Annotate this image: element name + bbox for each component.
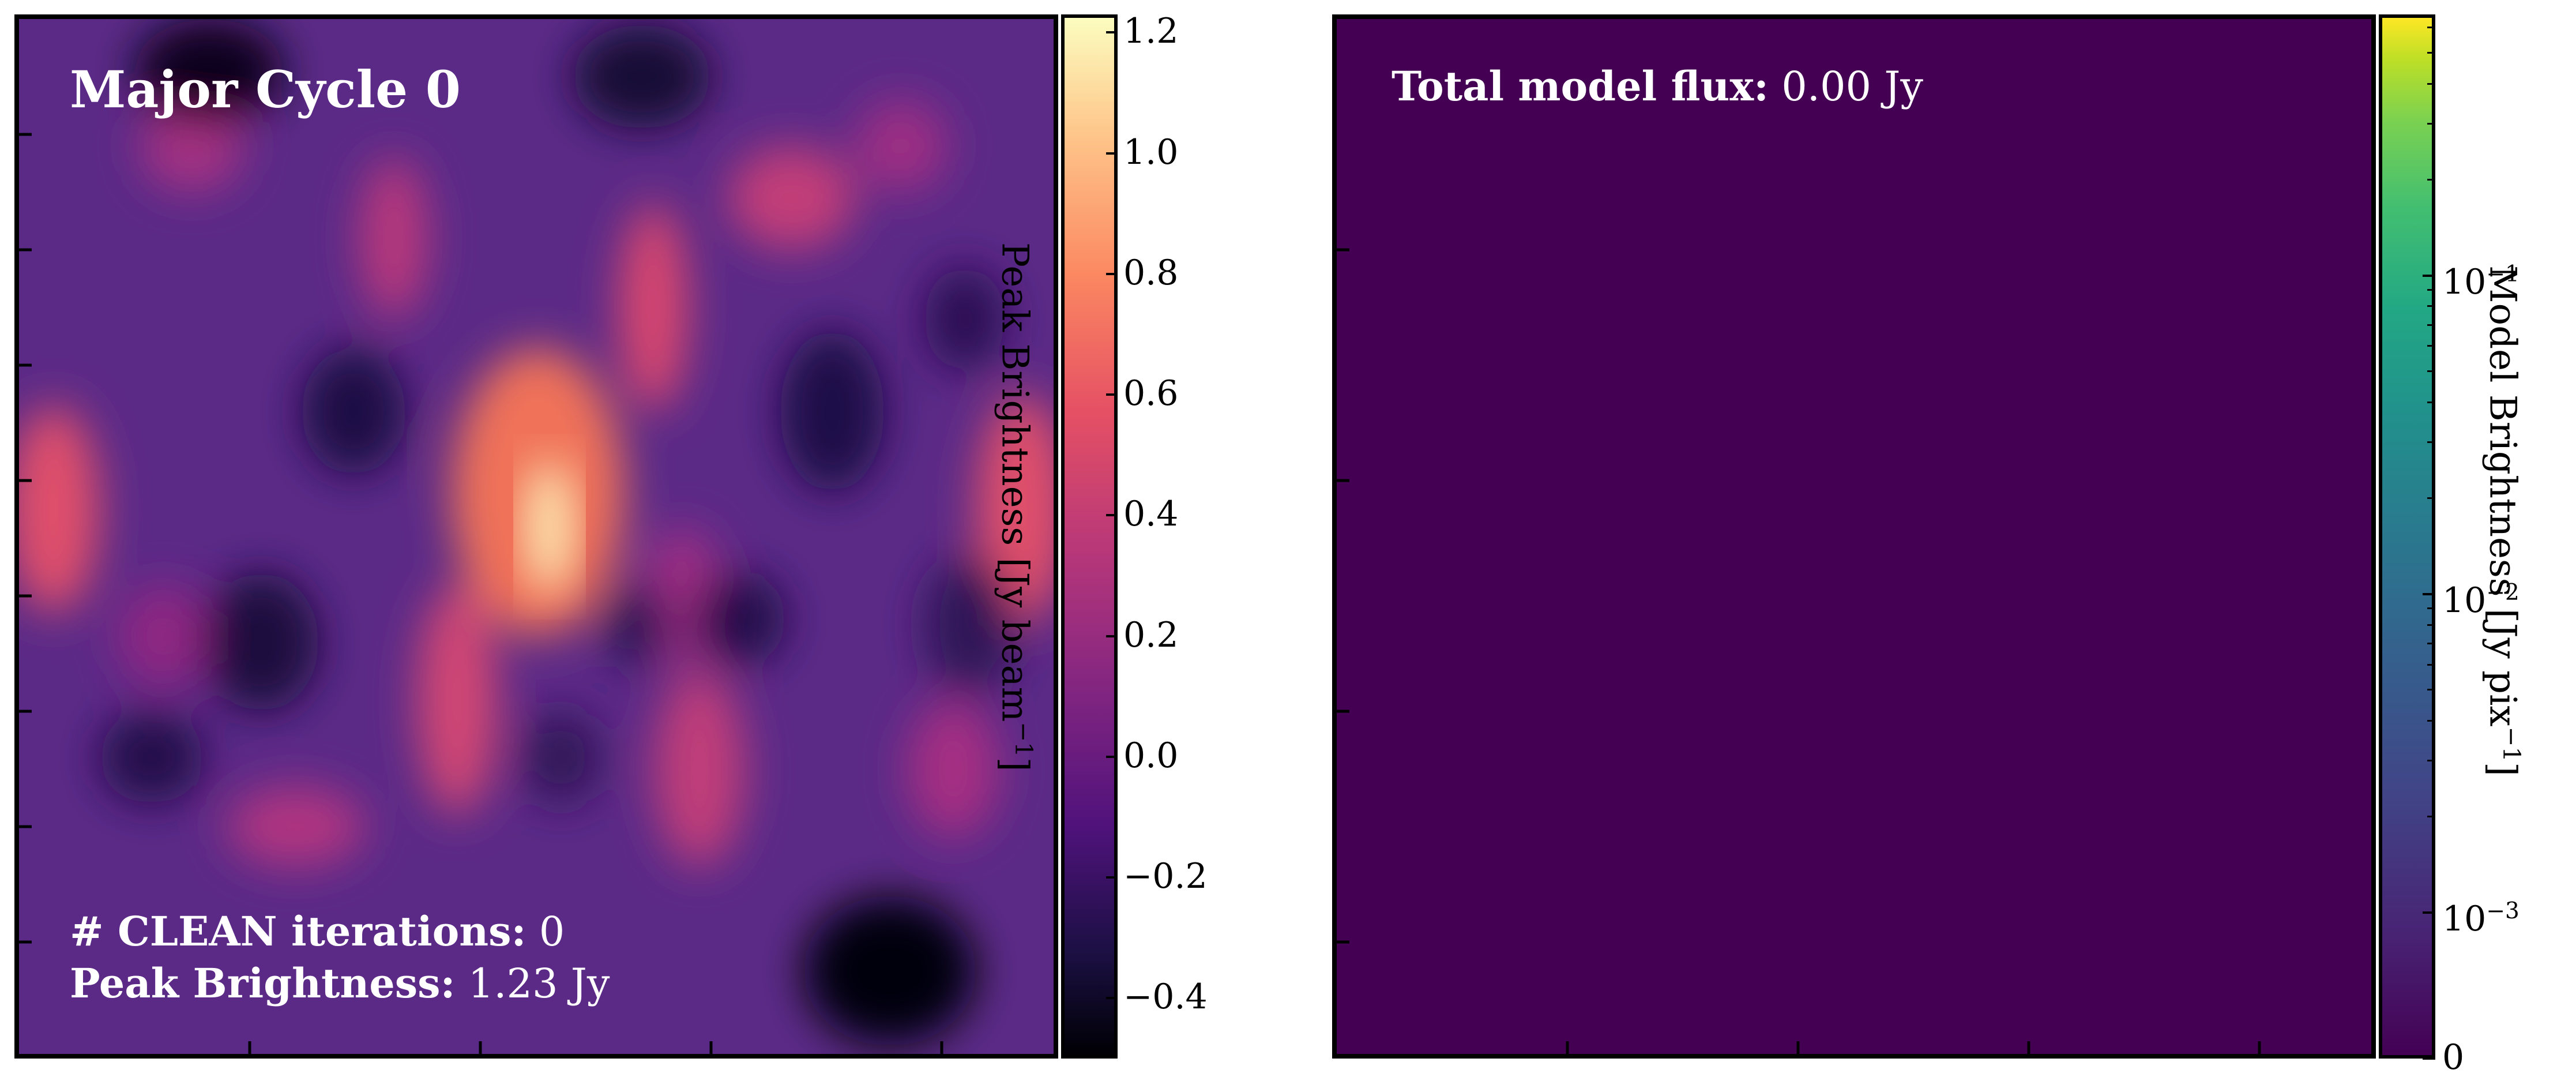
- colorbar-tick-mark: [1106, 31, 1118, 34]
- colorbar-tick-label: 10−2: [2442, 579, 2519, 621]
- total-model-flux-label: Total model flux:: [1392, 62, 1769, 110]
- colorbar-minor-tick: [2427, 642, 2435, 644]
- colorbar-tick-mark: [1106, 514, 1118, 517]
- colorbar-tick-mark: [1106, 635, 1118, 637]
- major-cycle-title: Major Cycle 0: [70, 59, 461, 119]
- model-image-heatmap: [1337, 19, 2371, 1054]
- colorbar-minor-tick: [2427, 52, 2435, 54]
- peak-source: [524, 460, 576, 593]
- colorbar-minor-tick: [2427, 689, 2435, 691]
- colorbar-tick-label: 10−3: [2442, 898, 2519, 939]
- colorbar-minor-tick: [2427, 719, 2435, 722]
- colorbar-tick-mark: [2423, 592, 2435, 595]
- model-brightness-colorbar-label: Model Brightness [Jy pix−1]: [2481, 265, 2526, 776]
- colorbar-minor-tick: [2427, 815, 2435, 817]
- colorbar-tick-label: 0.6: [1123, 373, 1179, 414]
- colorbar-minor-tick: [2427, 441, 2435, 443]
- colorbar-tick-mark: [1106, 755, 1118, 758]
- colorbar-tick-mark: [1106, 393, 1118, 396]
- model-brightness-colorbar: [2379, 14, 2435, 1059]
- colorbar-minor-tick: [2427, 122, 2435, 125]
- colorbar-tick-mark: [2423, 911, 2435, 914]
- colorbar-tick-mark: [2423, 1057, 2435, 1060]
- dirty-image-blobs: [19, 19, 1054, 1046]
- colorbar-tick-mark: [1106, 152, 1118, 155]
- colorbar-tick-mark: [1106, 997, 1118, 1000]
- colorbar-minor-tick: [2427, 759, 2435, 761]
- colorbar-minor-tick: [2427, 607, 2435, 610]
- colorbar-tick-mark: [1106, 876, 1118, 879]
- clean-iterations-text: # CLEAN iterations: 0: [70, 907, 565, 955]
- model-image-fill: [1337, 19, 2371, 1054]
- colorbar-minor-tick: [2427, 497, 2435, 499]
- colorbar-tick-label: 0.8: [1123, 252, 1179, 293]
- left-axis-ticks: [19, 133, 943, 1054]
- colorbar-tick-label: 0: [2442, 1037, 2465, 1078]
- colorbar-minor-tick: [2427, 324, 2435, 326]
- colorbar-minor-tick: [2427, 624, 2435, 626]
- peak-brightness-label: Peak Brightness:: [70, 959, 456, 1007]
- peak-brightness-text: Peak Brightness: 1.23 Jy: [70, 959, 610, 1007]
- colorbar-minor-tick: [2427, 370, 2435, 373]
- colorbar-tick-label: 1.2: [1123, 11, 1179, 52]
- dirty-image-panel: Major Cycle 0 # CLEAN iterations: 0 Peak…: [14, 14, 1058, 1059]
- dirty-image-heatmap: [19, 19, 1054, 1054]
- colorbar-tick-label: 0.0: [1123, 735, 1179, 776]
- colorbar-minor-tick: [2427, 305, 2435, 307]
- colorbar-minor-tick: [2427, 345, 2435, 347]
- colorbar-minor-tick: [2427, 401, 2435, 403]
- colorbar-minor-tick: [2427, 289, 2435, 291]
- colorbar-minor-tick: [2427, 178, 2435, 181]
- right-axis-ticks: [1337, 248, 2261, 1054]
- peak-brightness-value: 1.23 Jy: [468, 960, 610, 1007]
- colorbar-tick-mark: [2423, 274, 2435, 277]
- colorbar-tick-label: 0.2: [1123, 614, 1179, 655]
- total-model-flux-value: 0.00 Jy: [1781, 63, 1923, 110]
- total-model-flux-text: Total model flux: 0.00 Jy: [1392, 62, 1923, 110]
- colorbar-minor-tick: [2427, 82, 2435, 85]
- colorbar-minor-tick: [2427, 27, 2435, 29]
- colorbar-tick-label: 0.4: [1123, 494, 1179, 535]
- clean-iterations-label: # CLEAN iterations:: [70, 907, 527, 955]
- colorbar-tick-mark: [1106, 272, 1118, 275]
- colorbar-tick-label: 10−1: [2442, 261, 2519, 302]
- colorbar-tick-label: −0.2: [1123, 856, 1208, 897]
- colorbar-tick-label: −0.4: [1123, 977, 1208, 1018]
- peak-brightness-colorbar-label: Peak Brightness [Jy beam−1]: [993, 242, 1038, 772]
- model-image-panel: Total model flux: 0.00 Jy: [1332, 14, 2376, 1059]
- peak-brightness-colorbar: [1061, 14, 1118, 1059]
- clean-iterations-value: 0: [539, 908, 565, 955]
- colorbar-minor-tick: [2427, 663, 2435, 666]
- colorbar-tick-label: 1.0: [1123, 132, 1179, 172]
